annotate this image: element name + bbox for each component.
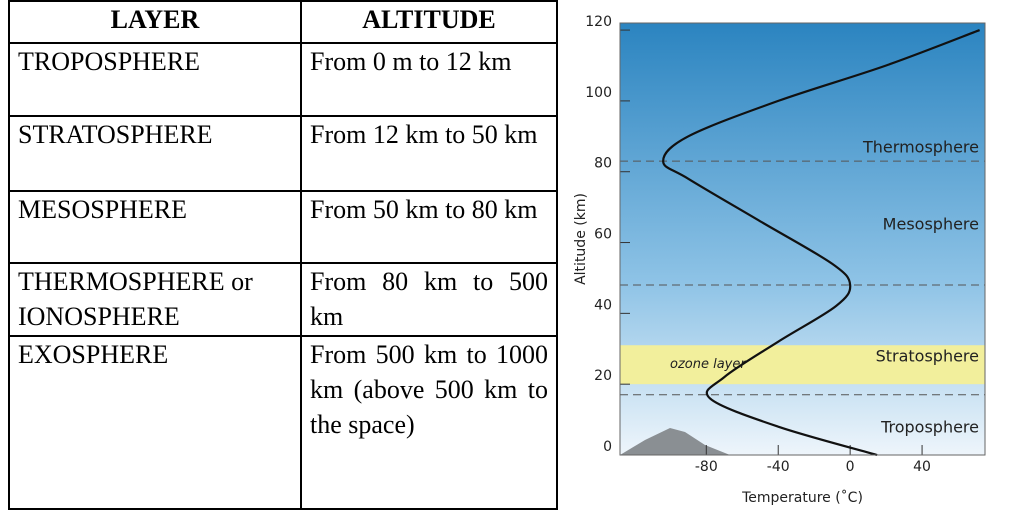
header-cell: LAYER: [8, 0, 302, 44]
header-row: LAYER ALTITUDE: [8, 0, 558, 44]
cell: THERMOSPHERE or IONOSPHERE: [8, 262, 302, 337]
cell: From 500 km to 1000 km (above 500 km to …: [300, 335, 558, 510]
y-tick-label: 20: [594, 368, 612, 384]
cell: STRATOSPHERE: [8, 115, 302, 192]
temperature-line: [662, 29, 980, 457]
cell: From 0 m to 12 km: [300, 42, 558, 117]
row: TROPOSPHERE From 0 m to 12 km: [8, 42, 558, 117]
region-label: Troposphere: [880, 418, 979, 437]
x-tick-label: 0: [846, 459, 855, 475]
y-tick-label: 120: [585, 14, 612, 30]
y-axis-title: Altitude (km): [573, 193, 589, 285]
y-tick-label: 100: [585, 85, 612, 101]
x-tick-label: -40: [767, 459, 790, 475]
plot-background: [620, 23, 985, 455]
ozone-band: [620, 345, 985, 385]
x-axis-title: Temperature (˚C): [741, 489, 863, 506]
row: EXOSPHERE From 500 km to 1000 km (above 5…: [8, 335, 558, 510]
region-label: Thermosphere: [862, 138, 979, 157]
row: MESOSPHERE From 50 km to 80 km: [8, 190, 558, 264]
row: THERMOSPHERE or IONOSPHERE From 80 km to …: [8, 262, 558, 337]
x-tick-label: -80: [695, 459, 718, 475]
mountain: [620, 428, 730, 455]
y-tick-label: 60: [594, 227, 612, 243]
cell: TROPOSPHERE: [8, 42, 302, 117]
cell: EXOSPHERE: [8, 335, 302, 510]
region-label: Stratosphere: [876, 347, 979, 366]
plot-frame: [619, 22, 986, 456]
band-label: ozone layer: [670, 357, 747, 372]
region-label: Mesosphere: [883, 215, 979, 234]
layer-table: LAYER ALTITUDE TROPOSPHERE From 0 m to 12…: [8, 0, 558, 510]
atmosphere-chart: ozone layer 0 20 40 60 80 100 120 -80 -40 0 40 Tempe…: [573, 14, 986, 506]
cell: From 50 km to 80 km: [300, 190, 558, 264]
row: STRATOSPHERE From 12 km to 50 km: [8, 115, 558, 192]
cell: From 80 km to 500 km: [300, 262, 558, 337]
y-tick-label: 80: [594, 156, 612, 172]
cell: MESOSPHERE: [8, 190, 302, 264]
cell: From 12 km to 50 km: [300, 115, 558, 192]
y-tick-label: 40: [594, 297, 612, 313]
x-tick-label: 40: [913, 459, 931, 475]
header-cell: ALTITUDE: [300, 0, 558, 44]
y-tick-label: 0: [603, 439, 612, 455]
